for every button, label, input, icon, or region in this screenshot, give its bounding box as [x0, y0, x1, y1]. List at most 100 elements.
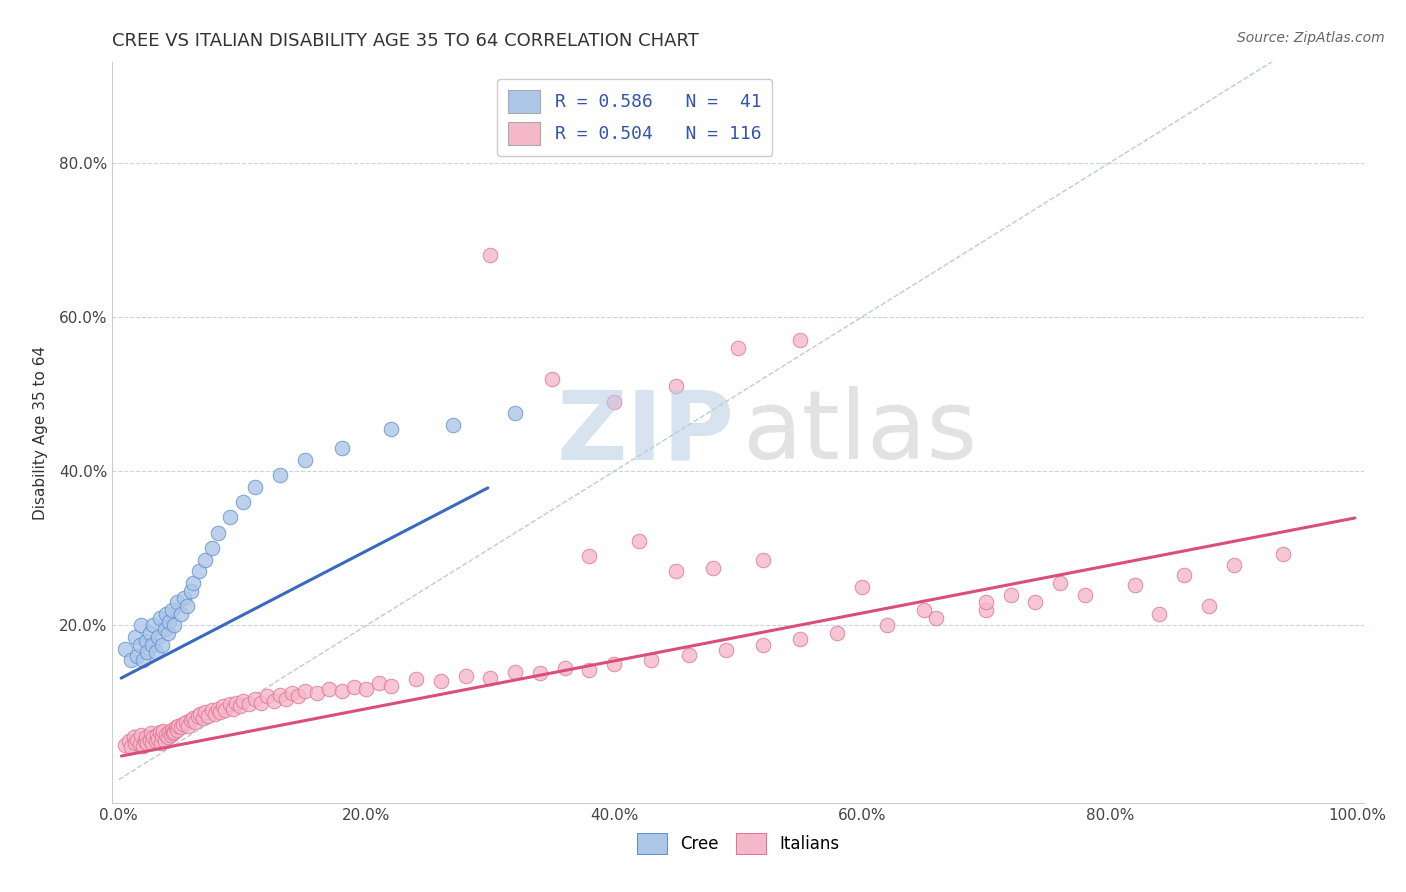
Point [1222, 558, 1244, 573]
Point [153, 622, 176, 636]
Point [163, 618, 186, 632]
Point [1198, 599, 1220, 614]
Point [330, 441, 353, 455]
Point [134, 734, 156, 748]
Point [243, 691, 266, 706]
Point [578, 549, 600, 563]
Point [503, 406, 526, 420]
Point [281, 686, 304, 700]
Point [256, 690, 278, 704]
Point [628, 533, 651, 548]
Point [180, 713, 202, 727]
Point [135, 731, 157, 745]
Point [554, 661, 576, 675]
Point [209, 705, 232, 719]
Point [176, 599, 198, 614]
Point [1000, 588, 1022, 602]
Point [380, 422, 402, 436]
Point [146, 728, 169, 742]
Point [163, 724, 186, 739]
Point [169, 720, 191, 734]
Point [190, 707, 212, 722]
Point [162, 726, 184, 740]
Point [141, 638, 163, 652]
Point [1173, 568, 1195, 582]
Point [214, 703, 236, 717]
Point [138, 626, 160, 640]
Point [702, 560, 724, 574]
Point [294, 452, 316, 467]
Point [180, 583, 202, 598]
Point [343, 680, 366, 694]
Point [232, 694, 254, 708]
Text: Source: ZipAtlas.com: Source: ZipAtlas.com [1237, 31, 1385, 45]
Point [148, 724, 170, 739]
Point [269, 688, 291, 702]
Point [169, 607, 191, 621]
Point [138, 732, 160, 747]
Point [1272, 548, 1295, 562]
Point [294, 684, 316, 698]
Point [160, 603, 183, 617]
Point [454, 668, 477, 682]
Point [159, 724, 181, 739]
Point [166, 723, 188, 737]
Point [184, 714, 207, 729]
Point [160, 723, 183, 737]
Point [197, 709, 219, 723]
Point [124, 736, 146, 750]
Point [194, 705, 217, 719]
Point [1024, 595, 1046, 609]
Point [165, 720, 187, 734]
Point [145, 645, 167, 659]
Point [1149, 607, 1171, 621]
Legend: Cree, Italians: Cree, Italians [630, 826, 846, 861]
Point [974, 603, 997, 617]
Point [141, 736, 163, 750]
Point [155, 607, 177, 621]
Point [541, 371, 564, 385]
Point [430, 673, 453, 688]
Point [221, 702, 243, 716]
Point [925, 611, 948, 625]
Point [129, 618, 152, 632]
Point [211, 699, 233, 714]
Point [225, 696, 247, 710]
Point [142, 731, 165, 745]
Point [157, 731, 180, 745]
Point [152, 724, 174, 739]
Point [912, 603, 935, 617]
Point [174, 714, 197, 729]
Point [148, 611, 170, 625]
Point [204, 707, 226, 722]
Point [150, 638, 173, 652]
Point [173, 591, 195, 606]
Point [136, 736, 159, 750]
Point [876, 618, 898, 632]
Point [155, 728, 177, 742]
Text: ZIP: ZIP [557, 386, 734, 479]
Point [1074, 588, 1097, 602]
Point [529, 666, 551, 681]
Point [789, 632, 811, 647]
Point [127, 732, 149, 747]
Point [356, 681, 378, 696]
Point [287, 690, 309, 704]
Point [177, 719, 200, 733]
Point [1123, 578, 1146, 592]
Point [124, 630, 146, 644]
Point [132, 739, 155, 753]
Point [727, 341, 749, 355]
Point [181, 711, 204, 725]
Point [503, 665, 526, 679]
Point [149, 736, 172, 750]
Point [114, 738, 136, 752]
Text: atlas: atlas [742, 386, 977, 479]
Point [188, 565, 211, 579]
Point [441, 417, 464, 432]
Point [207, 702, 229, 716]
Point [167, 719, 190, 733]
Point [665, 565, 688, 579]
Point [238, 697, 260, 711]
Point [752, 638, 775, 652]
